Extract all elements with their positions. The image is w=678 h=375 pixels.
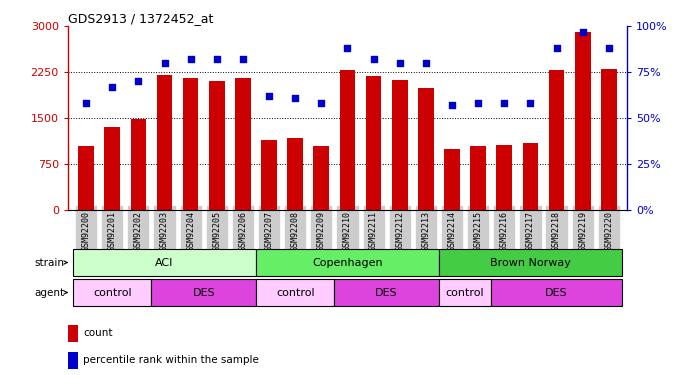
Bar bbox=[575, 32, 591, 210]
Bar bbox=[492, 279, 622, 306]
Bar bbox=[439, 249, 622, 276]
Text: control: control bbox=[93, 288, 132, 297]
Point bbox=[316, 100, 327, 106]
Text: GDS2913 / 1372452_at: GDS2913 / 1372452_at bbox=[68, 12, 213, 25]
Text: control: control bbox=[276, 288, 315, 297]
Point bbox=[81, 100, 92, 106]
Bar bbox=[365, 76, 382, 210]
Text: count: count bbox=[83, 328, 113, 338]
Text: Brown Norway: Brown Norway bbox=[490, 258, 571, 267]
Text: DES: DES bbox=[193, 288, 215, 297]
Bar bbox=[601, 69, 617, 210]
Bar bbox=[73, 279, 151, 306]
Point bbox=[473, 100, 483, 106]
Bar bbox=[151, 279, 256, 306]
Bar bbox=[392, 80, 407, 210]
Bar bbox=[183, 78, 199, 210]
Bar bbox=[340, 70, 355, 210]
Text: agent: agent bbox=[35, 288, 64, 297]
Bar bbox=[418, 87, 434, 210]
Point bbox=[290, 95, 300, 101]
Bar bbox=[523, 142, 538, 210]
Point bbox=[185, 56, 196, 62]
Point bbox=[603, 45, 614, 51]
Bar bbox=[209, 81, 224, 210]
Point bbox=[342, 45, 353, 51]
Bar bbox=[444, 149, 460, 210]
Bar bbox=[157, 75, 172, 210]
Bar bbox=[496, 145, 512, 210]
Bar bbox=[131, 119, 146, 210]
Text: control: control bbox=[445, 288, 484, 297]
Point bbox=[107, 84, 118, 90]
Point bbox=[133, 78, 144, 84]
Text: percentile rank within the sample: percentile rank within the sample bbox=[83, 355, 260, 365]
Text: ACI: ACI bbox=[155, 258, 174, 267]
Text: Copenhagen: Copenhagen bbox=[312, 258, 383, 267]
Bar bbox=[68, 352, 78, 369]
Bar bbox=[256, 279, 334, 306]
Point bbox=[420, 60, 431, 66]
Text: strain: strain bbox=[35, 258, 64, 267]
Bar bbox=[334, 279, 439, 306]
Bar bbox=[287, 138, 303, 210]
Bar bbox=[471, 146, 486, 210]
Point bbox=[577, 29, 588, 35]
Point bbox=[368, 56, 379, 62]
Bar bbox=[68, 325, 78, 342]
Point bbox=[525, 100, 536, 106]
Point bbox=[212, 56, 222, 62]
Point bbox=[551, 45, 562, 51]
Point bbox=[499, 100, 510, 106]
Bar bbox=[261, 140, 277, 210]
Bar bbox=[104, 128, 120, 210]
Bar bbox=[439, 279, 492, 306]
Point bbox=[159, 60, 170, 66]
Point bbox=[447, 102, 458, 108]
Point bbox=[264, 93, 275, 99]
Bar bbox=[549, 70, 564, 210]
Bar bbox=[256, 249, 439, 276]
Bar bbox=[78, 146, 94, 210]
Point bbox=[237, 56, 248, 62]
Point bbox=[395, 60, 405, 66]
Text: DES: DES bbox=[545, 288, 568, 297]
Bar bbox=[73, 249, 256, 276]
Bar bbox=[313, 146, 330, 210]
Bar bbox=[235, 78, 251, 210]
Text: DES: DES bbox=[376, 288, 398, 297]
